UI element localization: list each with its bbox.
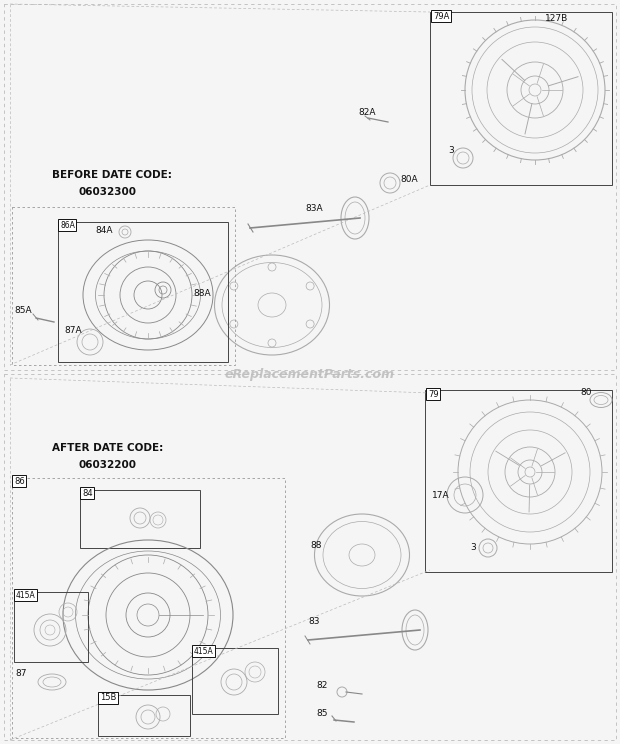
Text: AFTER DATE CODE:: AFTER DATE CODE: (52, 443, 163, 453)
Text: BEFORE DATE CODE:: BEFORE DATE CODE: (52, 170, 172, 180)
Text: 82A: 82A (358, 107, 376, 117)
Text: 87A: 87A (64, 326, 82, 335)
Text: 84: 84 (82, 489, 92, 498)
Text: 06032300: 06032300 (78, 187, 136, 197)
Text: 127B: 127B (545, 13, 569, 22)
Text: 87: 87 (15, 669, 27, 678)
Text: 79: 79 (428, 390, 438, 399)
Text: 415A: 415A (194, 647, 214, 655)
Text: 86: 86 (14, 476, 25, 486)
Text: 85A: 85A (14, 306, 32, 315)
Text: 88A: 88A (193, 289, 211, 298)
Text: 80: 80 (580, 388, 591, 397)
Text: 17A: 17A (432, 492, 450, 501)
Text: 88: 88 (310, 540, 322, 550)
Text: 83: 83 (308, 618, 319, 626)
Text: 06032200: 06032200 (78, 460, 136, 470)
Text: 3: 3 (470, 542, 476, 551)
Text: 86A: 86A (60, 220, 75, 229)
Text: eReplacementParts.com: eReplacementParts.com (225, 368, 395, 380)
Text: 84A: 84A (95, 225, 112, 234)
Text: 3: 3 (448, 146, 454, 155)
Text: 415A: 415A (16, 591, 36, 600)
Text: 85: 85 (316, 708, 327, 717)
Text: 15B: 15B (100, 693, 117, 702)
Text: 83A: 83A (305, 204, 322, 213)
Text: 80A: 80A (400, 175, 418, 184)
Text: 82: 82 (316, 682, 327, 690)
Text: 79A: 79A (433, 11, 450, 21)
